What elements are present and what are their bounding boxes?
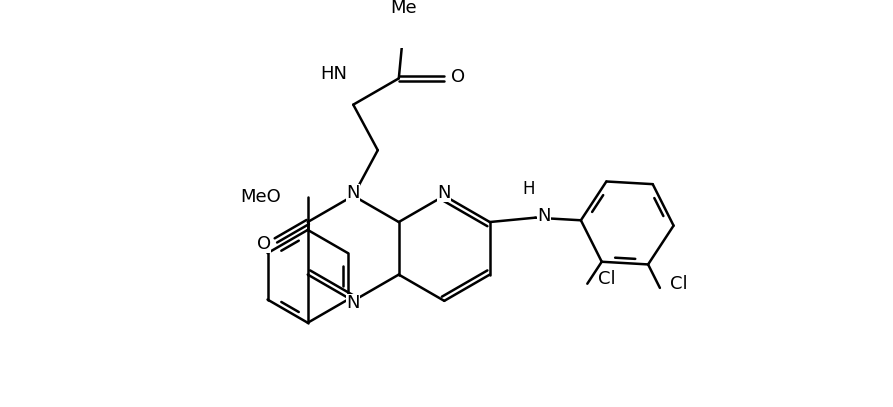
Text: Cl: Cl xyxy=(671,275,688,293)
Text: O: O xyxy=(451,68,465,85)
Text: N: N xyxy=(346,295,360,313)
Text: Cl: Cl xyxy=(597,270,615,288)
Text: MeO: MeO xyxy=(241,188,281,206)
Text: N: N xyxy=(537,207,551,225)
Text: N: N xyxy=(438,184,451,202)
Text: Me: Me xyxy=(390,0,416,17)
Text: H: H xyxy=(522,180,535,198)
Text: HN: HN xyxy=(321,65,347,83)
Text: O: O xyxy=(256,235,271,253)
Text: N: N xyxy=(346,184,360,202)
